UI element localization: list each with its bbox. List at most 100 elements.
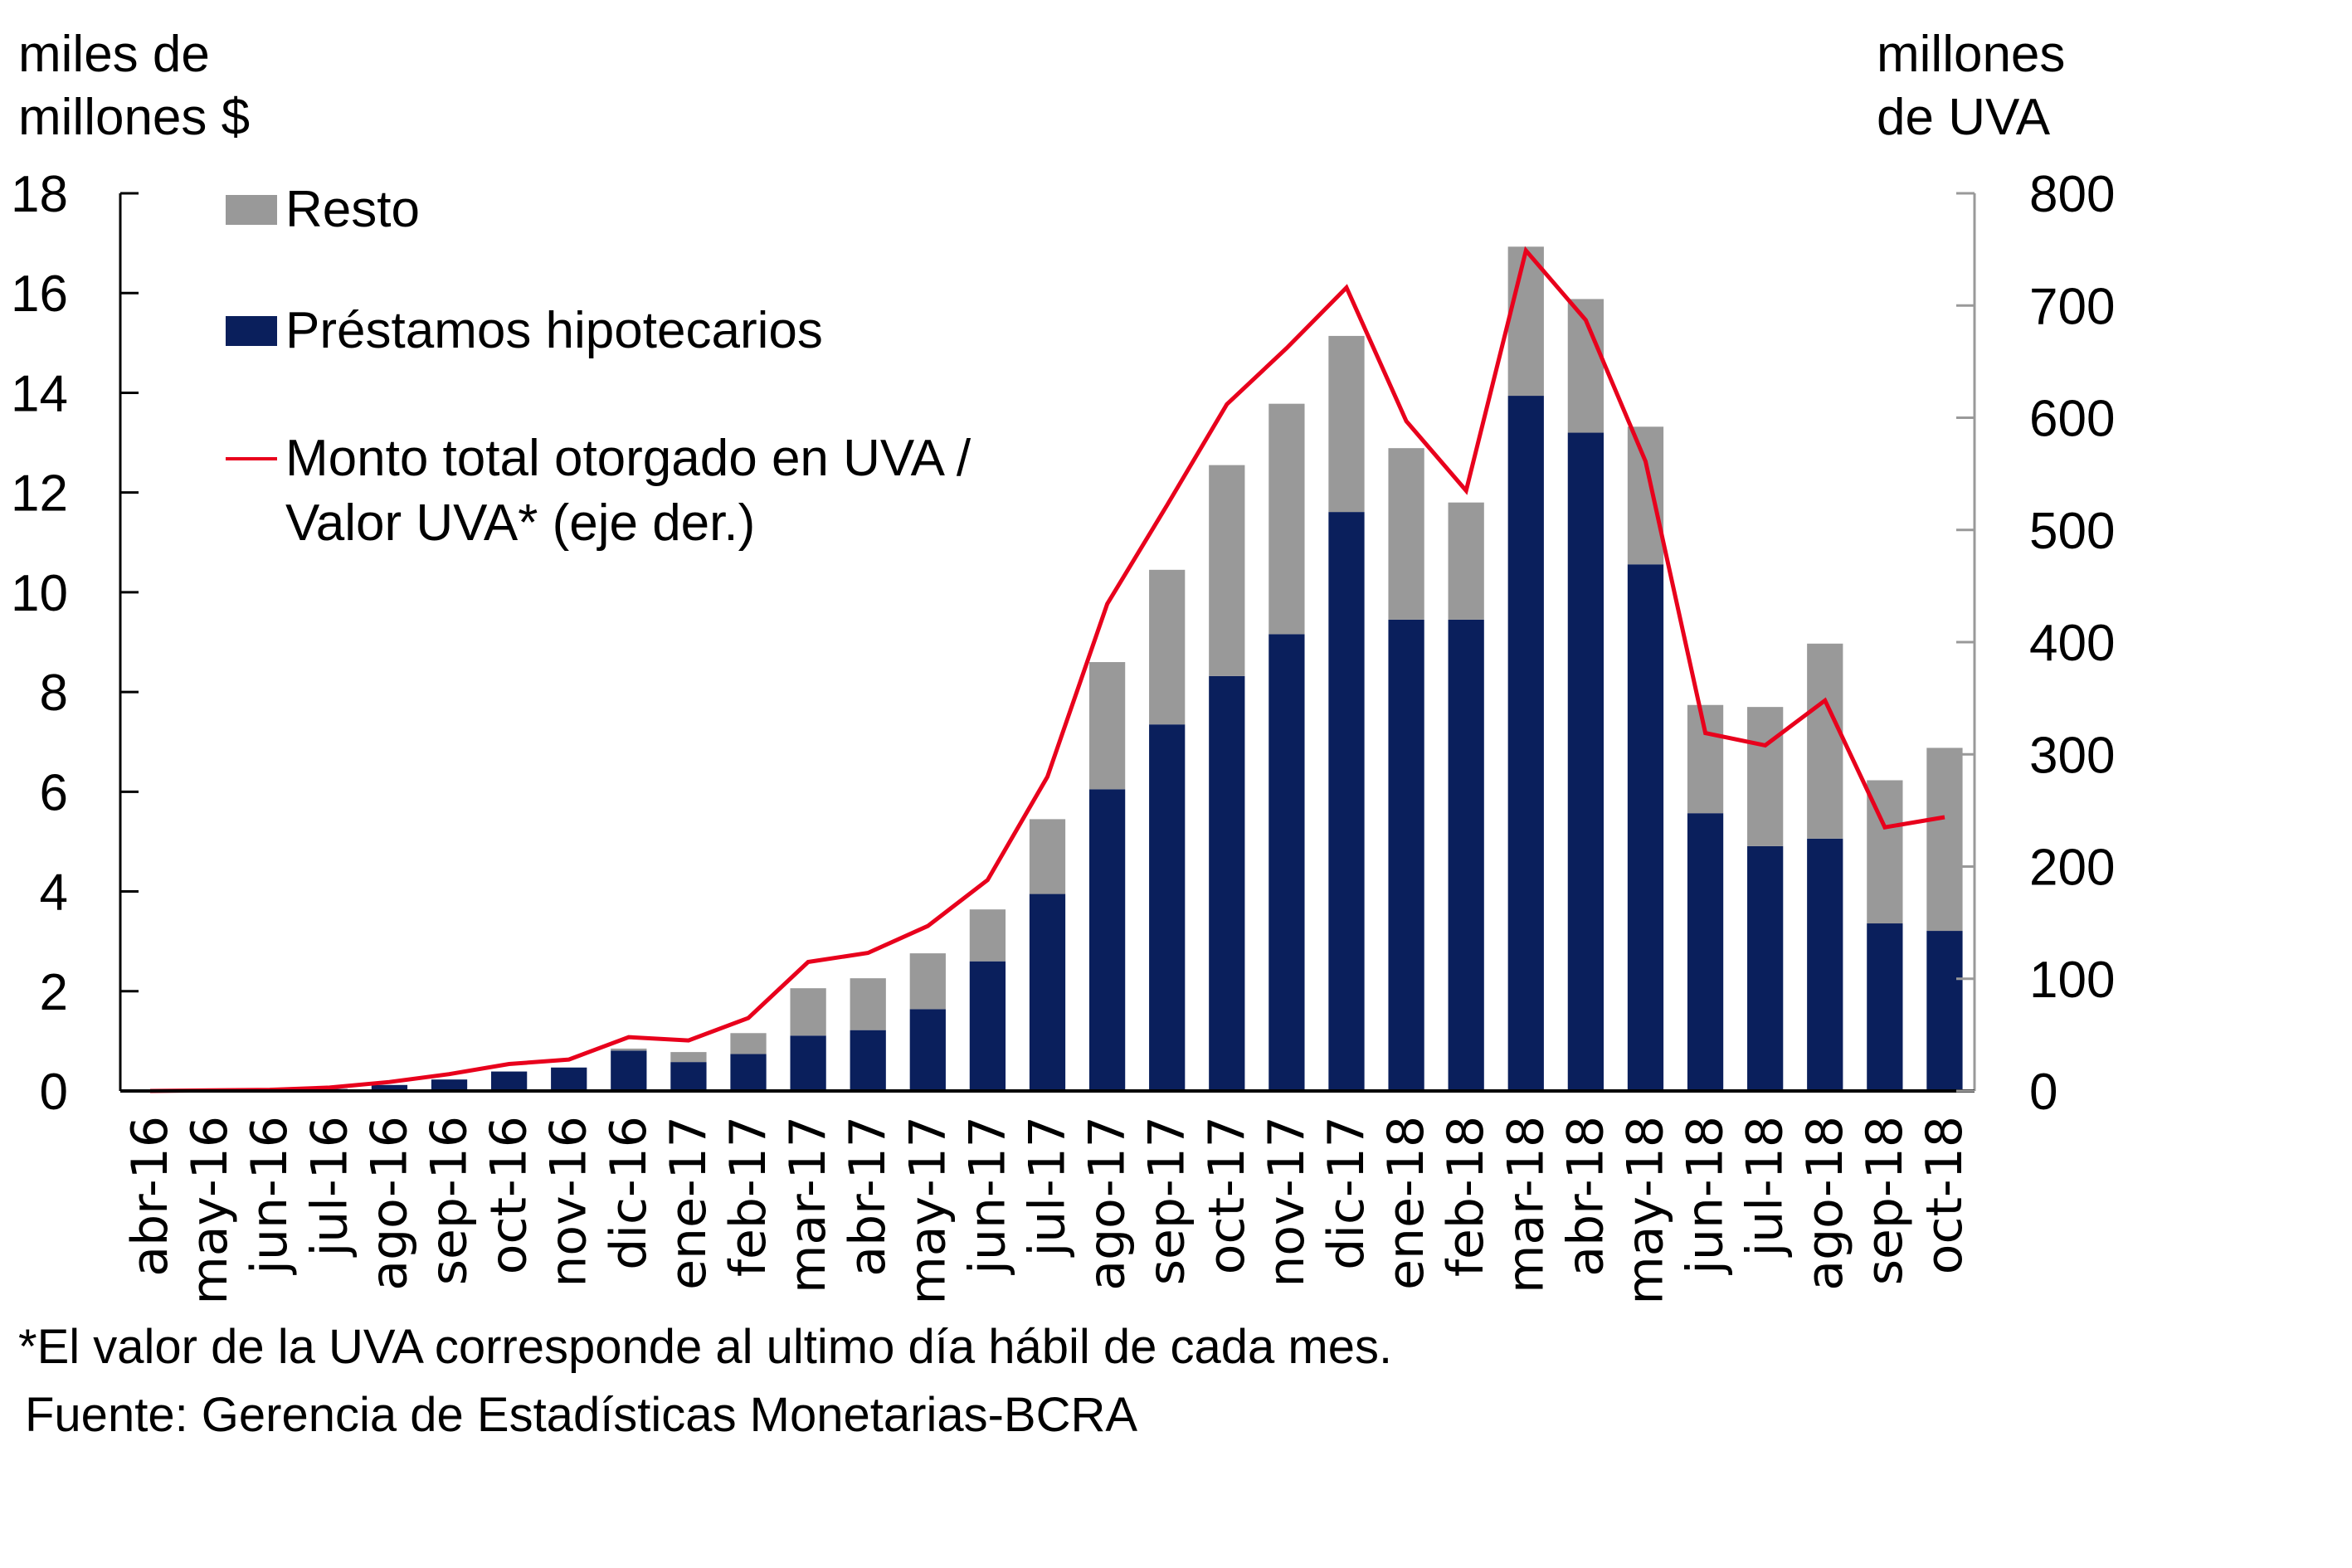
bar-prestamos — [551, 1067, 587, 1091]
bar-prestamos — [1567, 432, 1604, 1091]
x-tick-label: may-17 — [898, 1116, 957, 1305]
x-tick-label: feb-17 — [719, 1116, 777, 1277]
right-axis-title-line2: de UVA — [1877, 89, 2051, 146]
bar-prestamos — [1807, 838, 1843, 1091]
bar-prestamos — [909, 1009, 946, 1091]
bar-prestamos — [790, 1035, 826, 1091]
right-tick-label: 800 — [2029, 166, 2115, 223]
legend-label-uva-line-1: Monto total otorgado en UVA / — [285, 430, 971, 487]
line-layer — [149, 246, 1945, 1093]
left-tick-label: 18 — [11, 166, 68, 223]
x-tick-label: feb-18 — [1437, 1116, 1495, 1277]
bar-prestamos — [1747, 845, 1784, 1091]
left-tick-label: 8 — [40, 665, 68, 722]
left-axis-title: miles de millones $ — [18, 23, 250, 149]
bar-resto — [730, 1033, 767, 1054]
right-tick-label: 300 — [2029, 727, 2115, 784]
x-tick-label: ago-17 — [1079, 1116, 1137, 1291]
left-tick-label: 4 — [40, 864, 68, 922]
right-tick-label: 600 — [2029, 391, 2115, 448]
x-tick-label: ago-18 — [1796, 1116, 1854, 1291]
bar-prestamos — [1149, 724, 1186, 1091]
x-tick-label: sep-18 — [1856, 1116, 1914, 1285]
bar-resto — [611, 1048, 647, 1051]
legend-swatch-prestamos — [226, 316, 277, 346]
right-tick-labels: 0 100 200 300 400 500 600 700 800 — [2029, 166, 2115, 1121]
legend-swatch-resto — [226, 195, 277, 225]
bar-prestamos — [1926, 931, 1963, 1091]
x-tick-label: ago-16 — [360, 1116, 418, 1291]
bar-prestamos — [371, 1084, 408, 1091]
x-tick-label: abr-18 — [1556, 1116, 1614, 1277]
x-tick-label: ene-17 — [660, 1116, 718, 1290]
left-axis-title-line1: miles de — [18, 26, 210, 83]
footnote-source: Fuente: Gerencia de Estadísticas Monetar… — [25, 1388, 1138, 1442]
bar-prestamos — [431, 1079, 468, 1091]
left-tick-label: 12 — [11, 465, 68, 523]
x-tick-label: oct-18 — [1916, 1116, 1974, 1274]
bar-resto — [1807, 643, 1843, 839]
axes-group — [119, 192, 1976, 1093]
x-tick-label: jun-16 — [241, 1116, 299, 1276]
left-tick-label: 0 — [40, 1064, 68, 1121]
x-tick-label: jul-16 — [300, 1116, 358, 1258]
right-tick-label: 700 — [2029, 278, 2115, 335]
bar-prestamos — [850, 1030, 886, 1091]
bar-prestamos — [670, 1062, 707, 1091]
bar-prestamos — [1507, 396, 1544, 1091]
x-tick-labels: abr-16 may-16 jun-16 jul-16 ago-16 sep-16 oct-… — [121, 1116, 1974, 1305]
x-tick-label: may-18 — [1616, 1116, 1674, 1305]
bar-prestamos — [1627, 564, 1664, 1091]
bar-resto — [1209, 465, 1245, 676]
bar-prestamos — [1269, 634, 1305, 1091]
footnote-uva: *El valor de la UVA corresponde al ultim… — [18, 1320, 1393, 1374]
bar-resto — [1627, 426, 1664, 565]
left-tick-label: 6 — [40, 764, 68, 821]
x-tick-label: nov-17 — [1258, 1116, 1316, 1288]
x-tick-label: jul-17 — [1019, 1116, 1077, 1258]
bar-resto — [969, 909, 1006, 962]
right-tick-label: 0 — [2029, 1064, 2057, 1121]
x-tick-label: abr-17 — [839, 1116, 897, 1277]
bar-prestamos — [1209, 675, 1245, 1091]
bar-prestamos — [1029, 894, 1066, 1091]
left-tick-label: 14 — [11, 365, 68, 422]
x-tick-label: sep-16 — [421, 1116, 479, 1285]
x-tick-label: sep-17 — [1138, 1116, 1196, 1285]
bar-prestamos — [1088, 789, 1126, 1091]
left-axis-title-line2: millones $ — [18, 89, 251, 146]
bar-resto — [1149, 569, 1186, 725]
left-tick-label: 16 — [11, 265, 68, 323]
x-tick-label: jun-18 — [1677, 1116, 1735, 1276]
x-tick-label: dic-16 — [600, 1116, 658, 1270]
bar-resto — [670, 1052, 707, 1063]
left-tick-label: 10 — [11, 565, 68, 622]
legend-swatch-uva-line — [226, 457, 277, 460]
x-tick-label: may-16 — [181, 1116, 239, 1305]
left-tick-label: 2 — [40, 964, 68, 1021]
bar-prestamos — [1388, 619, 1424, 1091]
bar-resto — [1328, 335, 1365, 513]
x-tick-label: mar-18 — [1497, 1116, 1555, 1293]
bar-prestamos — [969, 961, 1006, 1091]
bar-resto — [909, 953, 946, 1010]
bar-resto — [1507, 246, 1544, 397]
bar-prestamos — [491, 1071, 528, 1091]
legend-label-prestamos: Préstamos hipotecarios — [285, 302, 823, 359]
x-tick-label: dic-17 — [1317, 1116, 1376, 1270]
x-tick-label: abr-16 — [121, 1116, 179, 1277]
x-tick-label: nov-16 — [540, 1116, 598, 1288]
x-tick-label: jul-18 — [1736, 1116, 1794, 1258]
legend-label-resto: Resto — [285, 181, 420, 238]
bar-resto — [790, 988, 826, 1036]
bar-resto — [1926, 747, 1963, 932]
x-tick-label: oct-17 — [1198, 1116, 1256, 1274]
legend-label-uva-line-2: Valor UVA* (eje der.) — [285, 494, 756, 552]
bar-resto — [1747, 707, 1784, 846]
x-tick-label: ene-18 — [1377, 1116, 1435, 1290]
left-tick-labels: 0 2 4 6 8 10 12 14 16 18 — [11, 166, 68, 1121]
x-tick-label: jun-17 — [958, 1116, 1016, 1276]
bar-prestamos — [730, 1054, 767, 1091]
right-axis-title: millones de UVA — [1877, 23, 2065, 149]
x-tick-label: mar-17 — [779, 1116, 837, 1293]
